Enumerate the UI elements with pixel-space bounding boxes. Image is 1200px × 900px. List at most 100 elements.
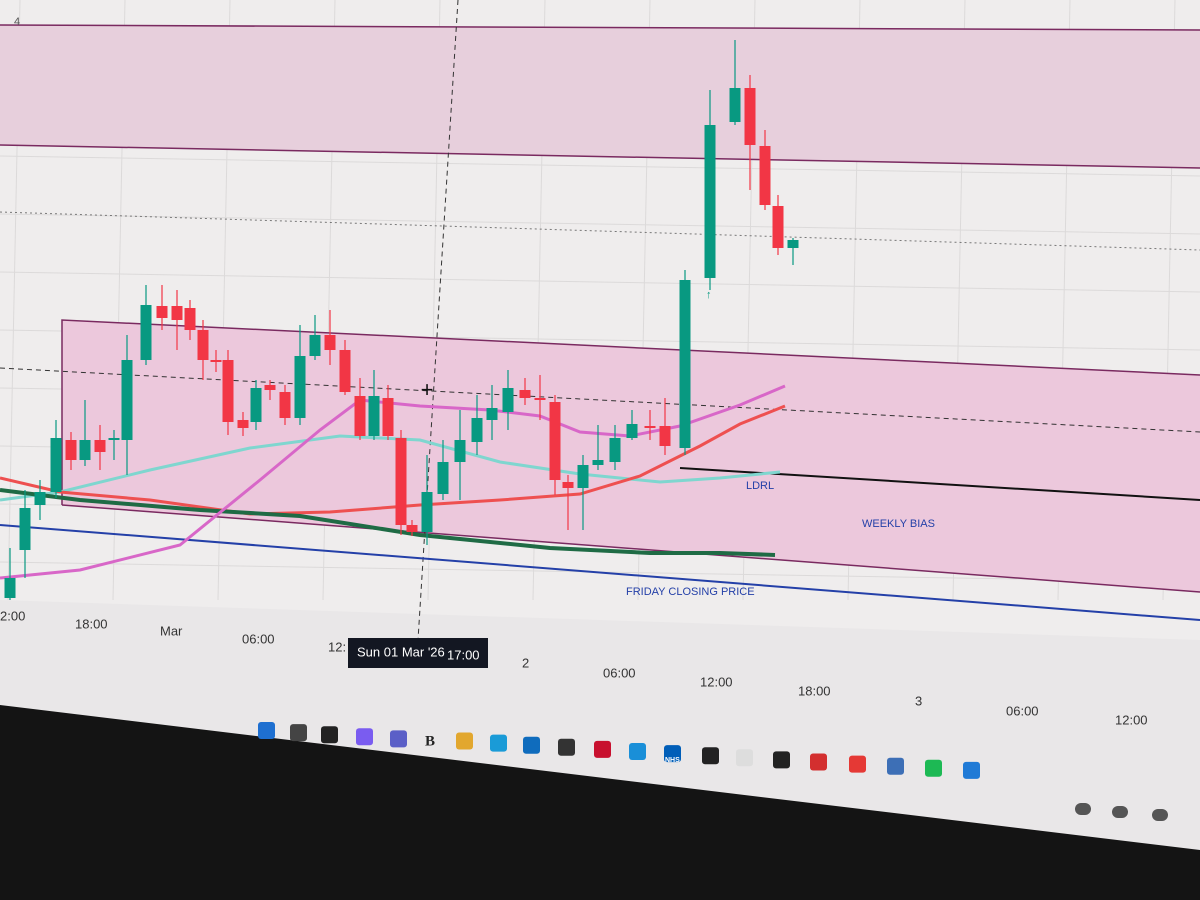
app[interactable] (736, 749, 753, 767)
time-axis: 2:00 18:00 Mar 06:00 12: 2 06:00 12:00 18:00 3 06:… (0, 608, 1148, 727)
candle-body (264, 385, 276, 390)
outlook[interactable] (523, 736, 540, 754)
candle-body (406, 525, 418, 532)
zone-border (61, 319, 1200, 505)
search[interactable] (290, 724, 307, 742)
taskbar: B NHS (258, 722, 1168, 821)
candle-body (156, 306, 168, 318)
security[interactable] (963, 761, 980, 779)
browser-icon[interactable]: B (425, 733, 435, 749)
candle-body (609, 438, 621, 462)
zone-border (61, 504, 1200, 593)
candle-body (121, 360, 133, 440)
candle-body (577, 465, 589, 488)
zone-border (0, 24, 1200, 31)
candle-body (50, 438, 62, 492)
time-label: 06:00 (1006, 703, 1039, 718)
time-label: 06:00 (603, 665, 636, 680)
candle-body (454, 440, 466, 462)
copilot[interactable] (356, 728, 373, 746)
app[interactable] (773, 751, 790, 769)
onedrive[interactable] (1112, 806, 1128, 818)
candle-body (79, 440, 91, 460)
candle-body (354, 396, 366, 436)
store[interactable] (558, 738, 575, 756)
friday-close-line (0, 524, 1200, 621)
candle-body (729, 88, 741, 122)
time-label: 12: (328, 639, 346, 654)
candle-body (562, 482, 574, 488)
crosshair-vertical (417, 0, 459, 641)
tooltip-box (348, 638, 488, 668)
tray-chevron[interactable] (1075, 803, 1091, 815)
tooltip-time: 17:00 (447, 647, 480, 662)
candle-body (294, 356, 306, 418)
time-label: 2 (522, 655, 529, 670)
network[interactable] (1152, 809, 1168, 821)
candle-body (659, 426, 671, 446)
candle-body (486, 408, 498, 420)
candle-body (759, 146, 771, 205)
time-label: 3 (915, 693, 922, 708)
time-label: 18:00 (75, 616, 108, 631)
candle-body (197, 330, 209, 360)
time-label: 2:00 (0, 608, 25, 623)
nhs-app[interactable] (664, 745, 681, 763)
start[interactable] (258, 722, 275, 739)
candle-body (704, 125, 716, 278)
candle-body (382, 398, 394, 436)
grid-line (0, 213, 1200, 235)
ma-magenta (0, 384, 786, 580)
signal-arrow: ↑ (706, 289, 712, 301)
candle-body (140, 305, 152, 360)
time-label: Mar (160, 623, 183, 638)
candle-body (279, 392, 291, 418)
teams[interactable] (390, 730, 407, 748)
mcafee[interactable] (594, 740, 611, 758)
candle-body (534, 398, 546, 400)
friday-close-label: FRIDAY CLOSING PRICE (626, 586, 755, 598)
candle-body (210, 360, 222, 362)
candle-body (222, 360, 234, 422)
cortana[interactable] (629, 743, 646, 760)
crosshair-horizontal (0, 367, 1200, 433)
candle-body (772, 206, 784, 248)
spotify[interactable] (925, 759, 942, 777)
grid-line (0, 155, 1200, 177)
candle-body (471, 418, 483, 442)
candle-body (108, 438, 120, 440)
app[interactable] (887, 757, 904, 775)
upper-zone (0, 25, 1200, 168)
edge[interactable] (490, 734, 507, 752)
cursor: + (421, 377, 434, 402)
candle-body (368, 396, 380, 436)
chrome[interactable] (849, 755, 866, 773)
weekly-bias-label: WEEKLY BIAS (862, 518, 935, 530)
badge: 4 (14, 16, 20, 28)
time-label: 12:00 (700, 674, 733, 689)
time-label: 18:00 (798, 683, 831, 698)
file-explorer[interactable] (456, 732, 473, 750)
candle-body (339, 350, 351, 392)
candle-body (171, 306, 183, 320)
candle-body (309, 335, 321, 356)
candle-body (94, 440, 106, 452)
candle-body (324, 335, 336, 350)
time-label: 12:00 (1115, 712, 1148, 727)
ma-red (0, 404, 786, 516)
candle-body (395, 438, 407, 525)
app[interactable] (702, 747, 719, 765)
dotted-level (0, 211, 1200, 251)
wps[interactable] (810, 753, 827, 771)
grid-line (0, 271, 1200, 293)
candle-body (787, 240, 799, 248)
candle-body (519, 390, 531, 398)
candle-body (502, 388, 514, 412)
candle-body (19, 508, 31, 550)
task-view[interactable] (321, 726, 338, 744)
candle-body (421, 492, 433, 532)
ma-dark-green (0, 488, 776, 557)
candle-body (237, 420, 249, 428)
candle-body (4, 578, 16, 598)
